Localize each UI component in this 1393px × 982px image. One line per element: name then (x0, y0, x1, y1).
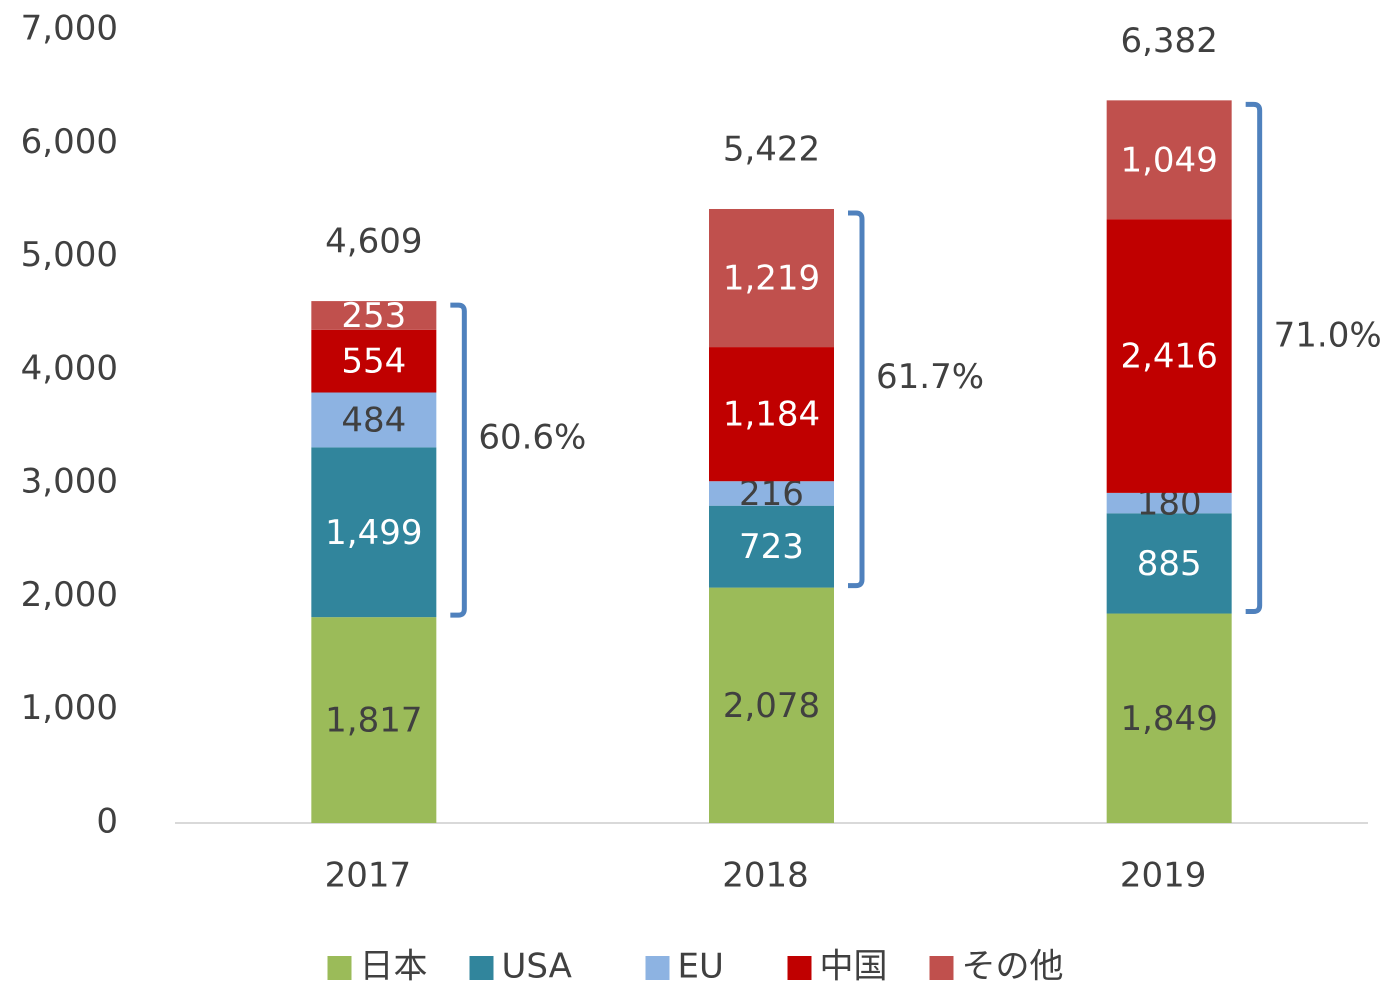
data-label: 2,078 (723, 686, 820, 726)
data-label: 1,184 (723, 395, 820, 435)
y-tick-label: 7,000 (21, 9, 118, 49)
data-label: 1,219 (723, 259, 820, 299)
bar-segment (1106, 219, 1232, 493)
data-label: 253 (341, 296, 406, 336)
bar-segment (709, 481, 834, 506)
bar-segment (1106, 100, 1232, 220)
x-tick-label: 2018 (722, 856, 809, 896)
bar-segment (1106, 513, 1232, 614)
bar-segment (709, 587, 834, 823)
data-label: 885 (1137, 544, 1202, 584)
y-tick-label: 2,000 (21, 575, 118, 615)
legend-swatch (929, 956, 954, 980)
legend-label: EU (678, 947, 724, 982)
legend-swatch (645, 956, 670, 980)
x-tick-label: 2017 (325, 856, 412, 896)
data-label: 1,849 (1120, 699, 1217, 739)
y-tick-label: 0 (96, 802, 118, 842)
bar-segment (311, 329, 437, 393)
bar-segment (311, 447, 437, 618)
data-label: 1,817 (325, 701, 422, 741)
legend-label: 中国 (820, 947, 888, 982)
y-tick-label: 3,000 (21, 462, 118, 502)
total-label: 5,422 (723, 129, 820, 169)
bar-segment (709, 505, 834, 588)
data-label: 554 (341, 342, 406, 382)
bar-segment (709, 208, 834, 348)
data-label: 723 (739, 527, 804, 567)
data-label: 1,499 (325, 513, 422, 553)
x-tick-label: 2019 (1120, 856, 1207, 896)
total-label: 6,382 (1120, 21, 1217, 61)
y-tick-label: 1,000 (21, 688, 118, 728)
legend-label: その他 (962, 947, 1064, 982)
bar-segment (1106, 492, 1232, 514)
legend-swatch (787, 956, 812, 980)
data-label: 1,049 (1120, 140, 1217, 180)
annotation: 61.7% (876, 357, 984, 397)
bar-segment (1106, 613, 1232, 823)
bar-segment (709, 347, 834, 482)
legend-label: 日本 (360, 947, 428, 982)
bar-segment (311, 617, 437, 823)
legend-label: USA (502, 947, 572, 982)
bar-segment (311, 392, 437, 448)
total-label: 4,609 (325, 222, 422, 262)
data-label: 2,416 (1120, 337, 1217, 377)
y-tick-label: 5,000 (21, 235, 118, 275)
bracket (1245, 101, 1263, 615)
legend-swatch (469, 956, 494, 980)
y-tick-label: 6,000 (21, 122, 118, 162)
annotation: 71.0% (1274, 315, 1382, 355)
y-tick-label: 4,000 (21, 348, 118, 388)
bar-segment (311, 301, 437, 330)
legend-swatch (327, 956, 352, 980)
bracket (450, 302, 467, 618)
bracket (848, 210, 865, 589)
annotation: 60.6% (478, 418, 586, 458)
data-label: 484 (341, 400, 406, 440)
